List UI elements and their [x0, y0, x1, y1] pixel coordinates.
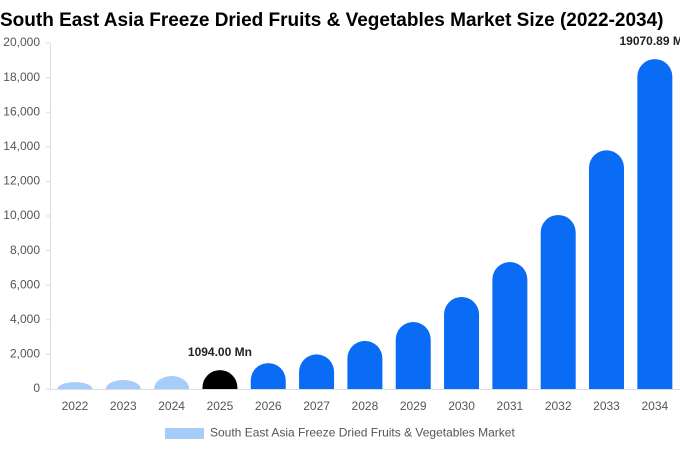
- y-tick-label: 16,000: [3, 104, 40, 118]
- bar: [637, 59, 673, 389]
- bar: [444, 296, 480, 389]
- y-tick-label: 10,000: [3, 208, 40, 222]
- x-tick-label: 2033: [593, 399, 620, 413]
- bar: [492, 262, 528, 389]
- bar: [347, 340, 383, 389]
- x-tick-label: 2029: [400, 399, 427, 413]
- bar: [154, 376, 190, 389]
- y-tick-label: 0: [33, 381, 40, 395]
- x-tick-label: 2026: [255, 399, 282, 413]
- chart-title: South East Asia Freeze Dried Fruits & Ve…: [0, 10, 664, 31]
- x-tick-label: 2022: [62, 399, 89, 413]
- bar: [57, 382, 93, 389]
- y-tick-label: 12,000: [3, 174, 40, 188]
- x-tick-label: 2034: [641, 399, 668, 413]
- x-tick-label: 2032: [545, 399, 572, 413]
- bar: [299, 354, 335, 389]
- x-tick-label: 2030: [448, 399, 475, 413]
- y-tick-label: 18,000: [3, 70, 40, 84]
- x-tick-label: 2028: [352, 399, 379, 413]
- x-tick-label: 2025: [207, 399, 234, 413]
- x-tick-label: 2027: [303, 399, 330, 413]
- value-label: 19070.89 Mn: [619, 34, 680, 48]
- bar: [540, 214, 576, 389]
- bar: [250, 363, 286, 389]
- x-tick-label: 2031: [497, 399, 524, 413]
- legend-swatch: [165, 428, 204, 439]
- bar: [105, 380, 141, 389]
- value-label: 1094.00 Mn: [188, 345, 252, 359]
- y-tick-label: 20,000: [3, 35, 40, 49]
- legend-label: South East Asia Freeze Dried Fruits & Ve…: [210, 426, 515, 440]
- y-tick-label: 8,000: [10, 243, 40, 257]
- bar: [202, 370, 238, 389]
- y-tick-label: 2,000: [10, 347, 40, 361]
- x-tick-label: 2023: [110, 399, 137, 413]
- bar: [395, 322, 431, 389]
- x-tick-label: 2024: [158, 399, 185, 413]
- y-tick-label: 14,000: [3, 139, 40, 153]
- bar: [589, 150, 625, 389]
- y-tick-label: 4,000: [10, 312, 40, 326]
- y-tick-label: 6,000: [10, 277, 40, 291]
